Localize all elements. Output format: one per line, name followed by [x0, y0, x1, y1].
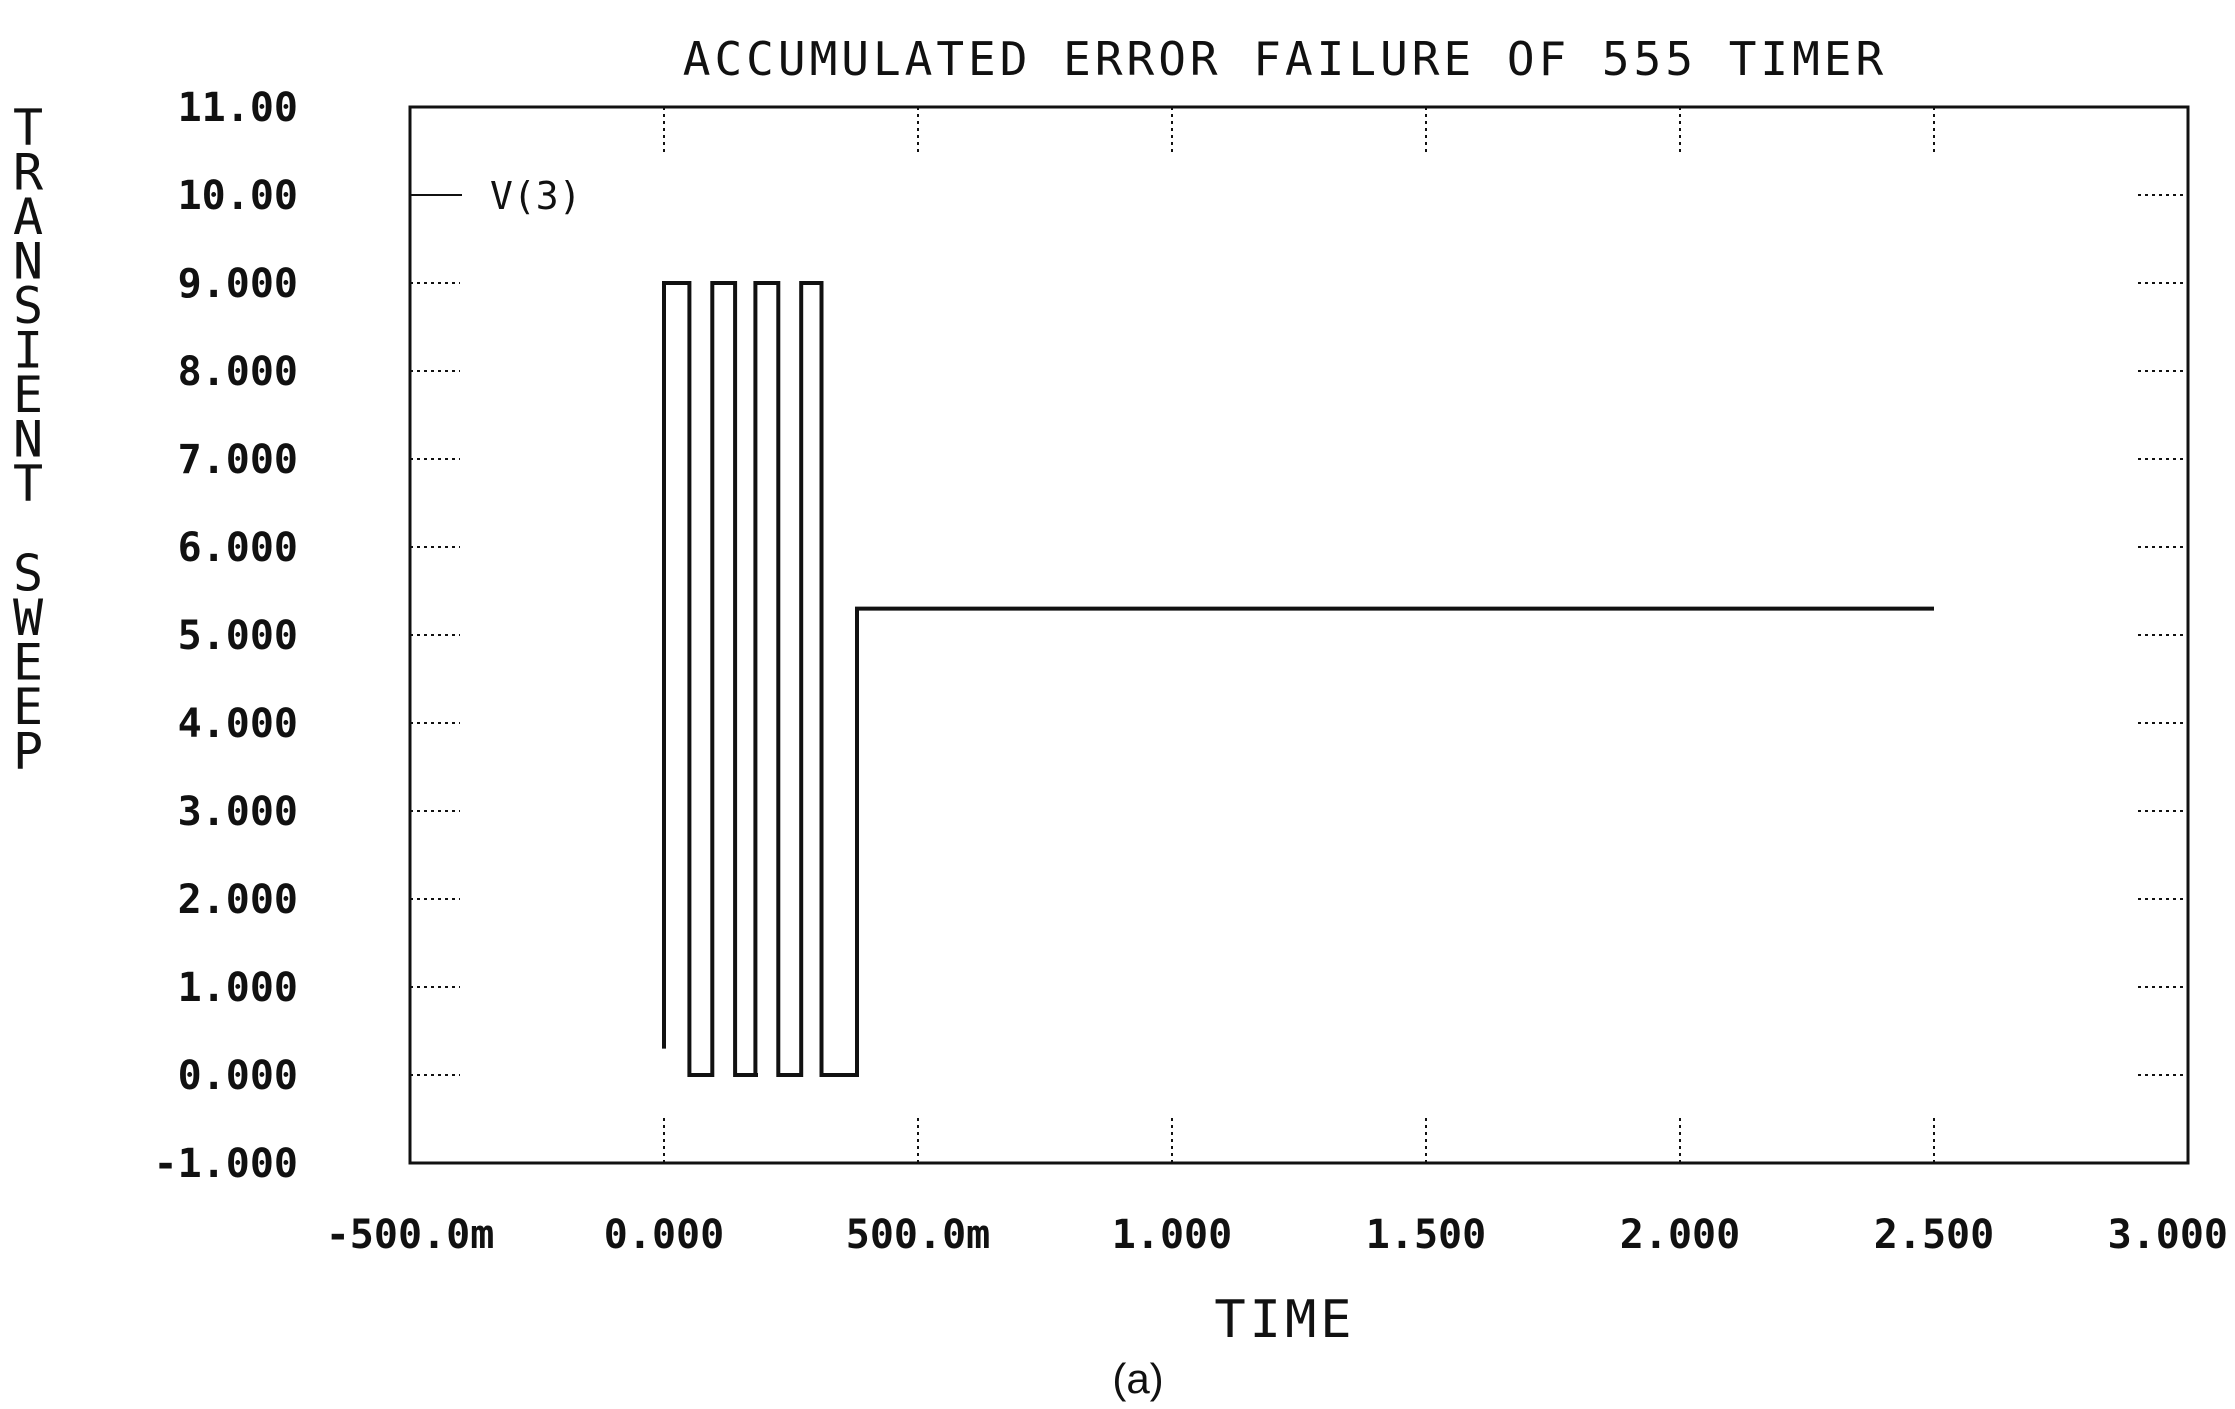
y-tick-label: 11.00 [178, 85, 298, 131]
chart-title: ACCUMULATED ERROR FAILURE OF 555 TIMER [683, 32, 1887, 86]
x-tick-label: 2.000 [1620, 1212, 1740, 1258]
y-tick-label: 3.000 [178, 789, 298, 835]
y-axis-label-letter: R [13, 144, 44, 202]
y-axis-label-letter: N [13, 233, 43, 291]
y-axis-label-letter: E [13, 366, 43, 424]
grid-ticks [410, 107, 2188, 1163]
y-tick-label: 10.00 [178, 173, 298, 219]
x-tick-labels: -500.0m 0.000 500.0m 1.000 1.500 2.000 2.500 3.… [326, 1212, 2228, 1258]
x-tick-label: 0.000 [604, 1212, 724, 1258]
y-axis-label-letter: A [13, 188, 43, 246]
plot-frame [408, 105, 2190, 1165]
x-tick-label: 1.500 [1366, 1212, 1486, 1258]
y-tick-label: 2.000 [178, 877, 298, 923]
y-tick-label: 7.000 [178, 437, 298, 483]
x-tick-label: 1.000 [1112, 1212, 1232, 1258]
y-axis-label-letter: S [13, 277, 43, 335]
y-tick-label: 0.000 [178, 1053, 298, 1099]
x-tick-label: 500.0m [846, 1212, 991, 1258]
y-tick-label: -1.000 [154, 1141, 299, 1187]
y-axis-label-letter: T [13, 455, 43, 513]
y-axis-label-letter: P [13, 723, 43, 781]
y-tick-label: 1.000 [178, 965, 298, 1011]
y-axis-label-letter: E [13, 634, 43, 692]
y-axis-label-letter: I [13, 322, 43, 380]
x-axis-label: TIME [1214, 1290, 1355, 1350]
legend-label: V(3) [490, 174, 582, 218]
y-axis-label-letter: E [13, 678, 43, 736]
x-tick-label: -500.0m [326, 1212, 495, 1258]
x-tick-label: 2.500 [1874, 1212, 1994, 1258]
y-tick-label: 5.000 [178, 613, 298, 659]
y-tick-label: 9.000 [178, 261, 298, 307]
y-axis-label-letter: W [13, 589, 44, 647]
y-axis-label-letter: S [13, 545, 43, 603]
y-tick-labels: 11.00 10.00 9.000 8.000 7.000 6.000 5.000 4.000… [154, 85, 299, 1187]
y-tick-label: 6.000 [178, 525, 298, 571]
figure-caption: (a) [1112, 1355, 1163, 1402]
y-axis-label-letter: T [13, 99, 43, 157]
x-tick-label: 3.000 [2108, 1212, 2228, 1258]
series-line-v3 [662, 281, 1934, 1077]
y-tick-label: 4.000 [178, 701, 298, 747]
y-axis-label-letter: N [13, 411, 43, 469]
y-tick-label: 8.000 [178, 349, 298, 395]
